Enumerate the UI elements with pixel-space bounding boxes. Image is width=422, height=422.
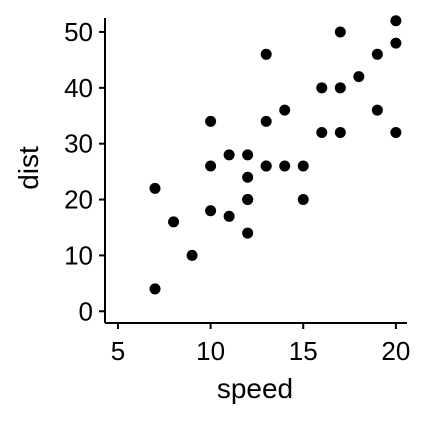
- data-point: [223, 149, 235, 161]
- y-tick-label: 10: [64, 240, 93, 270]
- data-point: [390, 127, 402, 139]
- data-point: [168, 216, 180, 228]
- data-point: [242, 194, 254, 206]
- data-point: [334, 26, 346, 38]
- data-point: [205, 205, 217, 217]
- y-tick-label: 0: [79, 296, 93, 326]
- data-point: [371, 48, 383, 60]
- data-point: [279, 160, 291, 172]
- x-axis: 5 10 15 20: [105, 322, 410, 366]
- x-axis-title: speed: [217, 373, 293, 404]
- y-tick-label: 20: [64, 185, 93, 215]
- plot-area: [149, 15, 402, 295]
- x-tick-label: 15: [289, 336, 318, 366]
- data-point: [390, 37, 402, 49]
- y-tick-label: 50: [64, 17, 93, 47]
- data-point: [316, 127, 328, 139]
- data-point: [149, 182, 161, 194]
- data-point: [297, 160, 309, 172]
- data-point: [260, 48, 272, 60]
- data-point: [297, 194, 309, 206]
- data-point: [334, 127, 346, 139]
- data-point: [186, 249, 198, 261]
- y-tick-label: 30: [64, 129, 93, 159]
- y-tick-label: 40: [64, 73, 93, 103]
- x-tick-label: 5: [111, 336, 125, 366]
- data-point: [353, 71, 365, 83]
- data-point: [242, 171, 254, 183]
- data-point: [260, 160, 272, 172]
- data-point: [390, 15, 402, 27]
- data-point: [149, 283, 161, 295]
- data-point: [260, 115, 272, 127]
- data-point: [279, 104, 291, 116]
- data-point: [371, 104, 383, 116]
- data-point: [242, 227, 254, 239]
- data-point: [316, 82, 328, 94]
- x-tick-label: 20: [381, 336, 410, 366]
- y-axis: 0 10 20 30 40 50: [64, 17, 106, 326]
- data-point: [242, 149, 254, 161]
- data-point: [223, 210, 235, 222]
- data-point: [334, 82, 346, 94]
- x-tick-label: 10: [196, 336, 225, 366]
- data-point: [205, 115, 217, 127]
- y-axis-title: dist: [13, 146, 44, 190]
- data-point: [205, 160, 217, 172]
